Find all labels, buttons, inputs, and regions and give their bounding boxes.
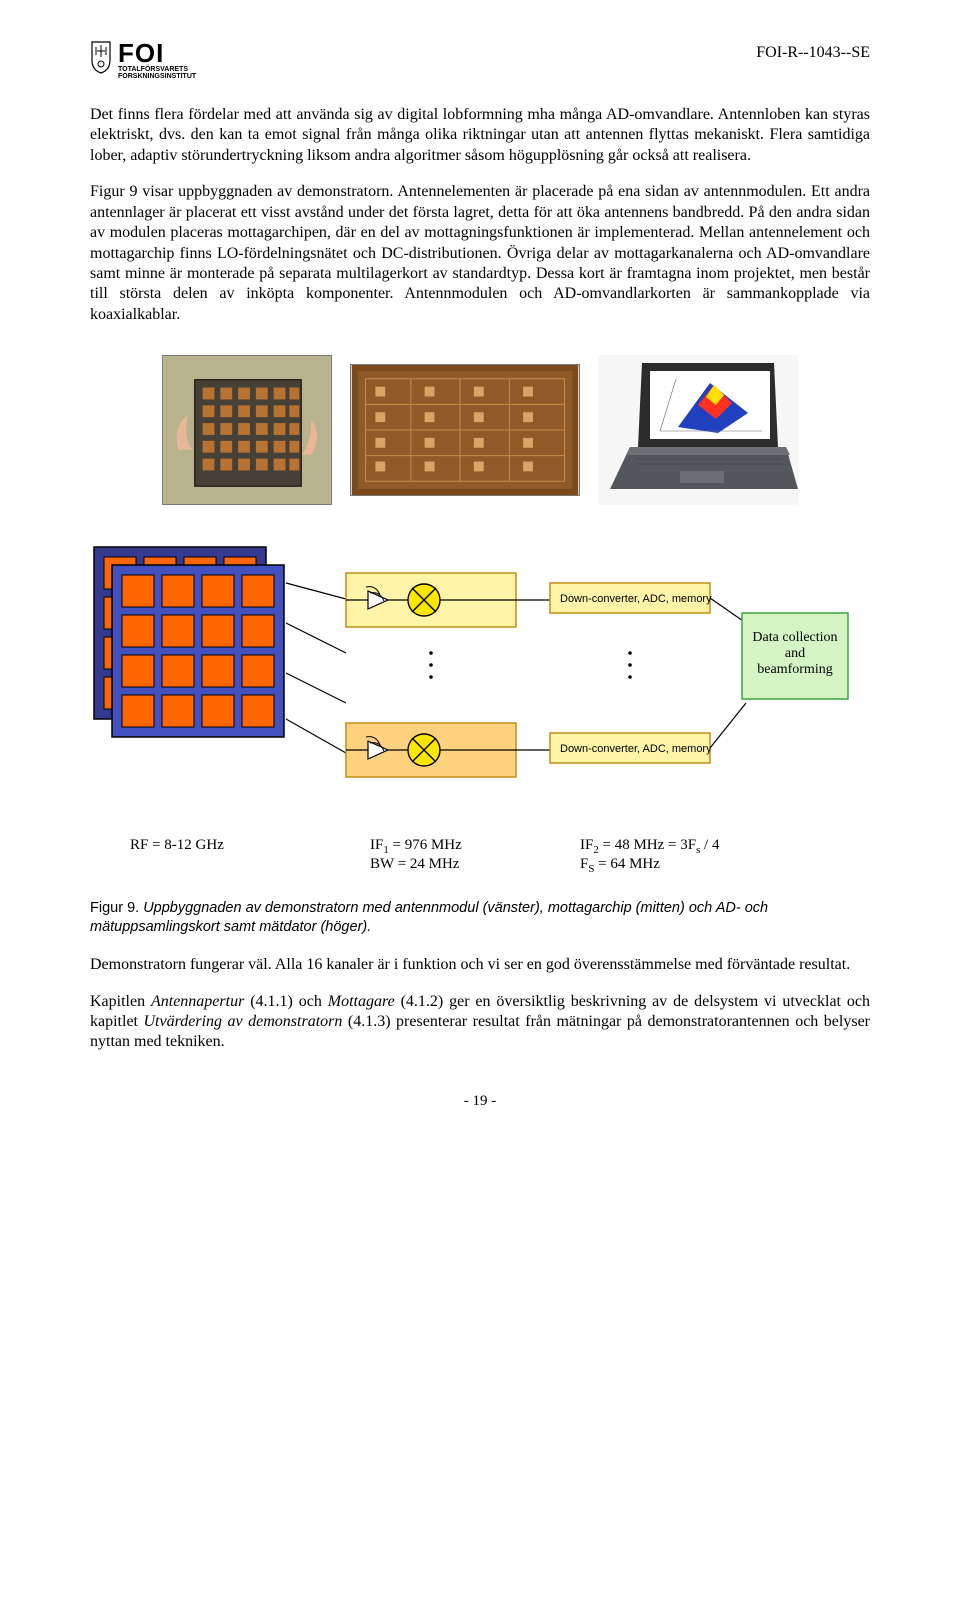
paragraph-2: Figur 9 visar uppbyggnaden av demonstrat… [90, 182, 870, 325]
fs-label: FS = 64 MHz [580, 856, 660, 872]
photo-laptop [598, 355, 798, 505]
if1-label: IF1 = 976 MHz [370, 837, 462, 853]
bw-label: BW = 24 MHz [370, 856, 459, 872]
page-number: - 19 - [90, 1093, 870, 1110]
document-id: FOI-R--1043--SE [756, 44, 870, 62]
if2-label: IF2 = 48 MHz = 3Fs / 4 [580, 837, 719, 853]
data-box-line1: Data collection [752, 630, 837, 645]
paragraph-1: Det finns flera fördelar med att använda… [90, 105, 870, 166]
figure-caption: Figur 9. Uppbyggnaden av demonstratorn m… [90, 899, 870, 937]
figure-9: Down-converter, ADC, memory Down-convert… [90, 355, 870, 937]
crest-icon [90, 40, 112, 74]
data-box-line3: beamforming [757, 662, 832, 677]
converter-label-2: Down-converter, ADC, memory [560, 743, 712, 755]
photo-antenna-module [162, 355, 332, 505]
frequency-labels: RF = 8-12 GHz IF1 = 976 MHz BW = 24 MHz … [90, 837, 870, 875]
logo: FOI TOTALFÖRSVARETS FORSKNINGSINSTITUT [90, 40, 196, 81]
logo-text: FOI [118, 40, 196, 66]
data-box-line2: and [785, 646, 805, 661]
figure-photo-row [90, 355, 870, 505]
figure-block-diagram: Down-converter, ADC, memory Down-convert… [90, 543, 850, 823]
page-header: FOI TOTALFÖRSVARETS FORSKNINGSINSTITUT F… [90, 40, 870, 81]
rf-label: RF = 8-12 GHz [130, 837, 224, 853]
paragraph-4: Kapitlen Antennapertur (4.1.1) och Motta… [90, 992, 870, 1053]
photo-receiver-chip [350, 364, 580, 496]
logo-subtitle-2: FORSKNINGSINSTITUT [118, 73, 196, 80]
logo-subtitle-1: TOTALFÖRSVARETS [118, 66, 196, 73]
converter-label-1: Down-converter, ADC, memory [560, 593, 712, 605]
paragraph-3: Demonstratorn fungerar väl. Alla 16 kana… [90, 955, 870, 975]
